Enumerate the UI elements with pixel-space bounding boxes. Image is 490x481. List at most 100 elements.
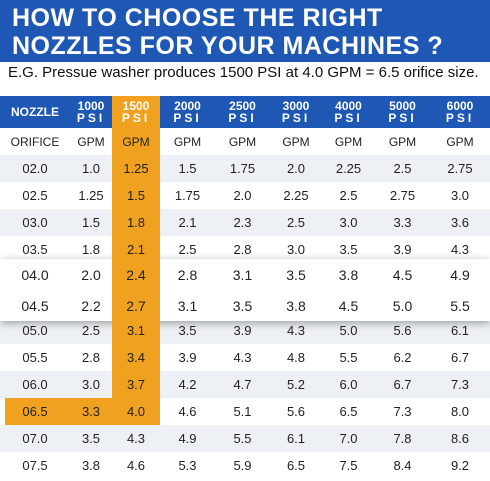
table-cell: 2.3 bbox=[233, 215, 252, 230]
table-cell: 06.5 bbox=[22, 404, 48, 419]
header-cell: 4000 PSI bbox=[322, 96, 375, 128]
table-cell: 1.5 bbox=[126, 188, 146, 203]
row-bg bbox=[0, 344, 490, 371]
table-cell: 4.0 bbox=[126, 404, 146, 419]
table-cell: 2.8 bbox=[233, 242, 252, 257]
row-bg bbox=[0, 182, 490, 209]
table-cell: 1.8 bbox=[126, 215, 146, 230]
table-cell: 2.25 bbox=[335, 161, 362, 176]
table-cell: 3.0 bbox=[286, 242, 306, 257]
table-cell: 1.0 bbox=[81, 161, 101, 176]
table-cell: 1.75 bbox=[229, 161, 256, 176]
row-bg bbox=[0, 452, 490, 479]
table-cell: 1.5 bbox=[81, 215, 101, 230]
table-cell: 5.5 bbox=[450, 297, 470, 314]
unit: PSI bbox=[334, 111, 363, 125]
table-cell: 7.8 bbox=[393, 431, 412, 446]
table-cell: 02.0 bbox=[22, 161, 48, 176]
pressure: 5000 bbox=[389, 99, 416, 113]
table-cell: 4.7 bbox=[233, 377, 252, 392]
pressure: 2000 bbox=[174, 99, 201, 113]
highlight-card bbox=[0, 259, 490, 321]
table-cell: 02.5 bbox=[22, 188, 48, 203]
header-cell: 5000 PSI bbox=[375, 96, 430, 128]
table-cell: 3.8 bbox=[338, 266, 359, 283]
subheader-cell: ORIFICE bbox=[10, 134, 60, 149]
table-cell: 2.1 bbox=[126, 242, 146, 257]
table-cell: 7.5 bbox=[339, 458, 358, 473]
table-cell: 4.2 bbox=[178, 377, 197, 392]
header-cell: 1500 PSI bbox=[112, 96, 160, 128]
table-cell: 5.0 bbox=[392, 297, 413, 314]
unit: PSI bbox=[173, 111, 202, 125]
table-cell: 6.7 bbox=[450, 350, 470, 365]
table-cell: 7.0 bbox=[339, 431, 358, 446]
title-band: HOW TO CHOOSE THE RIGHT NOZZLES FOR YOUR… bbox=[0, 0, 490, 62]
subheader-cell: GPM bbox=[228, 134, 257, 149]
table-cell: 07.0 bbox=[22, 431, 48, 446]
table-cell: 6.2 bbox=[393, 350, 412, 365]
table-cell: 1.8 bbox=[81, 242, 101, 257]
table-cell: 1.5 bbox=[178, 161, 197, 176]
subheader-cell: GPM bbox=[77, 134, 105, 149]
table-cell: 4.6 bbox=[178, 404, 197, 419]
unit: PSI bbox=[76, 111, 106, 125]
table-cell: 06.0 bbox=[22, 377, 48, 392]
table-cell: 5.5 bbox=[233, 431, 252, 446]
table-cell: 3.5 bbox=[81, 431, 101, 446]
table-cell: 4.8 bbox=[286, 350, 306, 365]
table-cell: 2.5 bbox=[81, 323, 101, 338]
table-cell: 4.5 bbox=[338, 297, 359, 314]
row-bg bbox=[0, 425, 490, 452]
highlight-row bbox=[5, 398, 160, 425]
table-cell: 7.3 bbox=[393, 404, 412, 419]
table-cell: 3.0 bbox=[339, 215, 358, 230]
table-cell: 2.75 bbox=[447, 161, 473, 176]
table-cell: 3.0 bbox=[450, 188, 470, 203]
table-cell: 3.5 bbox=[286, 266, 306, 283]
table-cell: 4.9 bbox=[450, 266, 470, 283]
pressure: 1000 bbox=[77, 99, 105, 113]
highlight-column bbox=[112, 96, 160, 425]
table-cell: 07.5 bbox=[22, 458, 48, 473]
table-cell: 3.7 bbox=[126, 377, 146, 392]
unit: PSI bbox=[445, 111, 475, 125]
table-cell: 4.3 bbox=[286, 323, 306, 338]
table-cell: 2.8 bbox=[81, 350, 101, 365]
table-cell: 03.5 bbox=[22, 242, 48, 257]
table-cell: 5.9 bbox=[233, 458, 252, 473]
header-cell: 3000 PSI bbox=[270, 96, 322, 128]
title-line: HOW TO CHOOSE THE RIGHT bbox=[12, 4, 383, 32]
unit: PSI bbox=[121, 111, 151, 125]
table-cell: 2.0 bbox=[286, 161, 306, 176]
table-cell: 4.3 bbox=[126, 431, 146, 446]
table-cell: 3.9 bbox=[233, 323, 252, 338]
table-cell: 8.0 bbox=[450, 404, 470, 419]
table-cell: 2.5 bbox=[178, 242, 197, 257]
pressure: 2500 bbox=[229, 99, 256, 113]
table-cell: 5.6 bbox=[286, 404, 306, 419]
table-cell: 4.3 bbox=[233, 350, 252, 365]
subheader-cell: GPM bbox=[282, 134, 310, 149]
subheader-cell: GPM bbox=[446, 134, 474, 149]
subheader-cell: GPM bbox=[173, 134, 202, 149]
pressure: 1500 bbox=[122, 99, 150, 113]
table-cell: 3.5 bbox=[339, 242, 358, 257]
table-cell: 5.2 bbox=[286, 377, 306, 392]
row-bg bbox=[0, 155, 490, 182]
table-cell: 05.5 bbox=[22, 350, 48, 365]
table-cell: 6.5 bbox=[339, 404, 358, 419]
subheader-cell: GPM bbox=[388, 134, 417, 149]
table-cell: 05.0 bbox=[22, 323, 48, 338]
table-cell: 8.6 bbox=[450, 431, 470, 446]
table-cell: 5.1 bbox=[233, 404, 252, 419]
table-cell: 6.5 bbox=[286, 458, 306, 473]
table-cell: 2.8 bbox=[177, 266, 198, 283]
table-cell: 6.1 bbox=[450, 323, 470, 338]
table-cell: 2.1 bbox=[178, 215, 197, 230]
table-cell: 2.7 bbox=[126, 297, 146, 314]
table-cell: 6.7 bbox=[393, 377, 412, 392]
table-cell: 4.6 bbox=[126, 458, 146, 473]
table-cell: 5.6 bbox=[393, 323, 412, 338]
